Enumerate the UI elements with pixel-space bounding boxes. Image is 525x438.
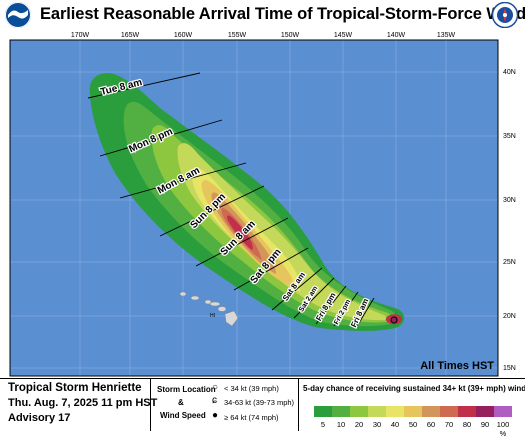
- advisory-datetime: Thu. Aug. 7, 2025 11 pm HST: [8, 397, 158, 409]
- scale-label: 40: [390, 420, 400, 429]
- latitude-label: 15N: [503, 365, 516, 372]
- speed-mid: 34-63 kt (39-73 mph): [224, 398, 295, 407]
- speed-low: < 34 kt (39 mph): [224, 384, 279, 393]
- scale-label: 20: [354, 420, 364, 429]
- scale-swatch: [332, 406, 350, 417]
- latitude-label: 35N: [503, 133, 516, 140]
- latitude-label: 30N: [503, 197, 516, 204]
- probability-swath: [89, 73, 405, 331]
- probability-legend-title: 5-day chance of receiving sustained 34+ …: [303, 384, 525, 393]
- scale-label: 70: [444, 420, 454, 429]
- longitude-label: 150W: [281, 32, 300, 39]
- advisory-number: Advisory 17: [8, 412, 71, 424]
- longitude-label: 145W: [334, 32, 353, 39]
- longitude-label: 160W: [174, 32, 193, 39]
- probability-scale: 5 10 20 30 40 50 60 70 80 90 100 %: [314, 406, 514, 438]
- latitude-label: 40N: [503, 69, 516, 76]
- all-times-label: All Times HST: [420, 360, 494, 372]
- scale-swatch: [350, 406, 368, 417]
- scale-label: 30: [372, 420, 382, 429]
- hi-label: HI: [210, 313, 215, 319]
- wind-speed-label: Wind Speed: [160, 411, 206, 420]
- scale-swatch: [314, 406, 332, 417]
- noaa-logo: [5, 2, 31, 28]
- divider: [150, 379, 151, 431]
- scale-swatch: [494, 406, 512, 417]
- longitude-label: 140W: [387, 32, 406, 39]
- storm-symbol-filled-icon: ●: [212, 410, 219, 421]
- scale-label: 10: [336, 420, 346, 429]
- latitude-labels: 40N 35N 30N 25N 20N 15N: [503, 69, 516, 372]
- scale-label: 5: [320, 420, 326, 429]
- divider: [298, 379, 299, 431]
- scale-swatch: [422, 406, 440, 417]
- arrival-time-contours: [87, 72, 375, 329]
- footer-legend: Tropical Storm Henriette Thu. Aug. 7, 20…: [0, 378, 525, 438]
- longitude-label: 170W: [71, 32, 90, 39]
- longitude-labels: 170W 165W 160W 155W 150W 145W 140W 135W: [71, 32, 456, 39]
- circle-open-icon: ○: [212, 382, 219, 393]
- latitude-label: 25N: [503, 259, 516, 266]
- storm-center-icon: [390, 316, 398, 324]
- scale-label: 90: [480, 420, 490, 429]
- scale-label: 80: [462, 420, 472, 429]
- storm-track: [390, 316, 398, 324]
- scale-label: 50: [408, 420, 418, 429]
- scale-swatch: [440, 406, 458, 417]
- speed-high: ≥ 64 kt (74 mph): [224, 413, 279, 422]
- scale-swatch: [458, 406, 476, 417]
- longitude-label: 135W: [437, 32, 456, 39]
- scale-swatch: [386, 406, 404, 417]
- storm-name: Tropical Storm Henriette: [8, 382, 142, 394]
- scale-label: 60: [426, 420, 436, 429]
- scale-label: 100 %: [496, 420, 510, 438]
- amp-label: &: [178, 398, 184, 407]
- header: Earliest Reasonable Arrival Time of Trop…: [0, 0, 525, 28]
- scale-swatch: [368, 406, 386, 417]
- storm-symbol-open-icon: ɕ: [212, 395, 217, 406]
- storm-location-label: Storm Location: [157, 385, 216, 394]
- nws-logo: [492, 2, 518, 28]
- latitude-label: 20N: [503, 313, 516, 320]
- scale-swatch: [404, 406, 422, 417]
- hawaiian-islands: [179, 291, 239, 327]
- longitude-label: 155W: [228, 32, 247, 39]
- scale-swatch: [476, 406, 494, 417]
- page-title: Earliest Reasonable Arrival Time of Trop…: [40, 5, 525, 23]
- longitude-label: 165W: [121, 32, 140, 39]
